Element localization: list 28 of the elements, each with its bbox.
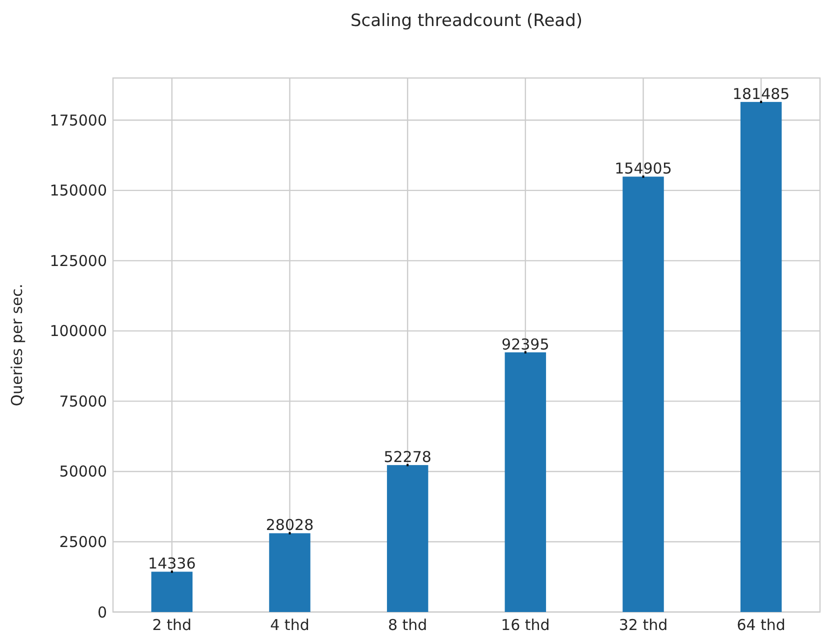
data-label: 52278 bbox=[384, 448, 432, 466]
bar bbox=[622, 176, 664, 612]
bar bbox=[151, 572, 193, 612]
x-tick-label: 8 thd bbox=[388, 616, 428, 634]
y-axis-title: Queries per sec. bbox=[8, 284, 26, 406]
bar bbox=[269, 533, 310, 612]
y-tick-label: 175000 bbox=[50, 111, 107, 130]
data-label: 181485 bbox=[732, 84, 790, 103]
chart-title: Scaling threadcount (Read) bbox=[350, 11, 583, 31]
y-tick-label: 75000 bbox=[59, 392, 107, 410]
data-label: 154905 bbox=[614, 160, 672, 178]
bar bbox=[386, 465, 428, 612]
bar bbox=[740, 102, 782, 612]
data-label: 14336 bbox=[148, 554, 196, 573]
data-label: 28028 bbox=[266, 516, 314, 534]
x-tick-label: 64 thd bbox=[736, 616, 786, 634]
x-tick-label: 32 thd bbox=[618, 616, 668, 634]
x-tick-label: 16 thd bbox=[501, 616, 550, 634]
y-tick-label: 100000 bbox=[50, 322, 107, 340]
bar bbox=[504, 352, 546, 612]
y-tick-label: 50000 bbox=[59, 462, 107, 481]
y-tick-label: 125000 bbox=[50, 252, 107, 270]
data-label: 92395 bbox=[502, 335, 550, 354]
y-tick-label: 25000 bbox=[59, 532, 107, 551]
y-tick-label: 150000 bbox=[50, 182, 107, 200]
y-tick-label: 0 bbox=[97, 603, 107, 622]
x-tick-label: 2 thd bbox=[152, 616, 192, 634]
x-tick-label: 4 thd bbox=[270, 616, 310, 634]
